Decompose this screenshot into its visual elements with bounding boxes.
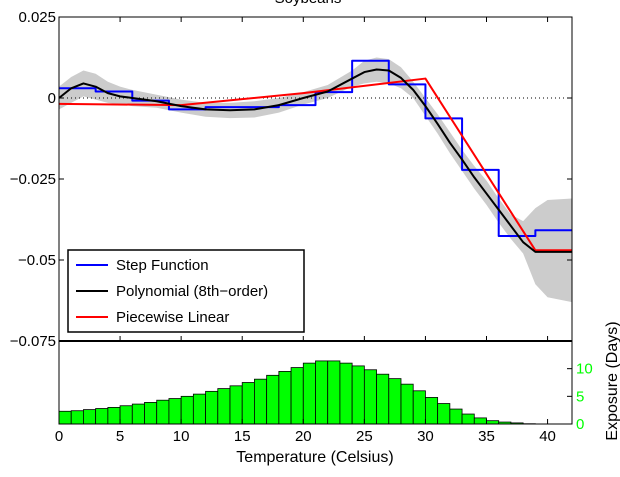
legend-entry-piecewise: Piecewise Linear <box>116 309 229 326</box>
x-tick-label: 15 <box>234 428 251 445</box>
y-axis-label-exposure: Exposure (Days) <box>604 321 620 440</box>
exposure-bar <box>425 397 439 425</box>
exposure-bar <box>461 413 475 425</box>
chart-title: Soybeans <box>275 0 342 7</box>
y-tick-label: −0.075 <box>10 333 56 350</box>
exposure-bar <box>400 383 414 425</box>
exposure-bar <box>278 371 292 425</box>
legend-entry-step: Step Function <box>116 257 209 274</box>
right-y-tick-label: 5 <box>576 388 584 405</box>
exposure-bar <box>156 399 170 425</box>
confidence-band-layer <box>59 57 572 303</box>
exposure-bar <box>363 369 377 425</box>
piecewise-linear-line <box>59 77 572 252</box>
polynomial-line <box>59 68 572 253</box>
x-tick-label: 10 <box>173 428 190 445</box>
series-layer <box>59 59 572 253</box>
bottom-axes: 0 5 10 15 20 25 30 35 40 0 5 10 <box>55 340 593 445</box>
exposure-bar <box>70 410 84 425</box>
exposure-bar <box>205 390 219 425</box>
y-tick-label: 0 <box>48 90 56 107</box>
exposure-bar <box>388 378 402 425</box>
y-tick-label: 0.025 <box>18 9 56 26</box>
legend-entry-polynomial: Polynomial (8th−order) <box>116 283 268 300</box>
exposure-bar <box>229 385 243 425</box>
exposure-bar <box>217 388 231 425</box>
y-tick-label: −0.025 <box>10 171 56 188</box>
exposure-bar <box>315 360 329 425</box>
x-tick-label: 5 <box>116 428 124 445</box>
exposure-bar <box>437 403 451 425</box>
exposure-bar <box>351 365 365 425</box>
exposure-bar <box>83 409 97 425</box>
exposure-bar <box>95 408 109 425</box>
exposure-bar <box>376 373 390 425</box>
x-tick-label: 20 <box>295 428 312 445</box>
exposure-bar <box>131 403 145 425</box>
exposure-bar <box>266 374 280 425</box>
exposure-bar <box>449 408 463 425</box>
exposure-bar <box>241 382 255 425</box>
x-tick-label: 25 <box>356 428 373 445</box>
x-tick-label: 40 <box>539 428 556 445</box>
exposure-bar <box>302 362 316 425</box>
exposure-bar <box>107 406 121 425</box>
x-axis-label: Temperature (Celsius) <box>236 449 393 466</box>
y-tick-label: −0.05 <box>18 252 56 269</box>
exposure-bar <box>119 405 133 425</box>
x-tick-label: 0 <box>55 428 63 445</box>
confidence-band <box>59 57 572 303</box>
legend: Step Function Polynomial (8th−order) Piece… <box>67 249 305 333</box>
exposure-bar <box>327 360 341 425</box>
top-panel: 0.025 0 −0.025 −0.05 −0.075 Step Function Pol… <box>10 9 573 350</box>
bottom-panel: 0 5 10 15 20 25 30 35 40 0 5 10 <box>55 340 593 445</box>
x-tick-label: 35 <box>478 428 495 445</box>
exposure-bar <box>58 410 72 425</box>
exposure-bar <box>339 362 353 425</box>
exposure-bar <box>180 395 194 425</box>
exposure-bar <box>168 398 182 425</box>
right-y-tick-label: 0 <box>576 416 584 433</box>
exposure-bar <box>254 378 268 425</box>
right-y-tick-label: 10 <box>576 361 593 378</box>
exposure-bar <box>412 390 426 425</box>
exposure-bar <box>290 367 304 425</box>
exposure-bar <box>192 393 206 425</box>
exposure-bar <box>144 402 158 425</box>
exposure-bar <box>473 417 487 425</box>
x-tick-label: 30 <box>417 428 434 445</box>
